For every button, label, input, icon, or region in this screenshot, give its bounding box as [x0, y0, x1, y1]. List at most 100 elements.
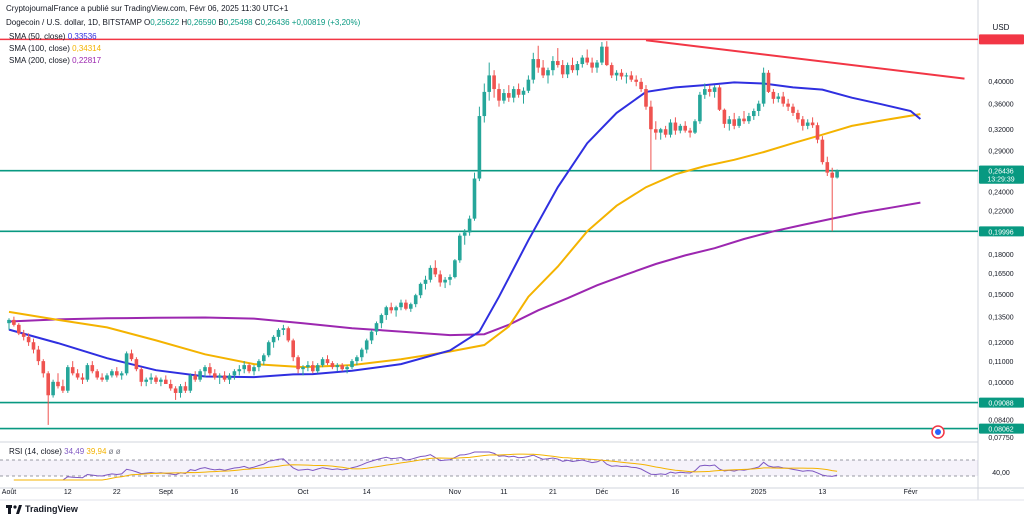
candle-body [360, 349, 364, 358]
y-tick-label: 0,22000 [988, 209, 1013, 216]
high-value: 0,26590 [187, 18, 217, 27]
x-tick-label: Oct [298, 489, 309, 496]
candle-body [51, 381, 55, 396]
candle-body [208, 367, 212, 374]
open-value: 0,25622 [150, 18, 180, 27]
candle-body [703, 89, 707, 95]
candle-body [585, 57, 589, 63]
sma50-label: SMA (50, close) [9, 32, 66, 41]
x-tick-label: 16 [231, 489, 239, 496]
candle-body [56, 381, 60, 387]
rsi-legend[interactable]: RSI (14, close) 34,49 39,94 ø ø [9, 447, 121, 456]
x-tick-label: Févr [904, 489, 919, 496]
candle-body [164, 379, 168, 385]
candle-body [85, 365, 90, 380]
sma50-legend[interactable]: SMA (50, close) 0,33536 [9, 32, 97, 41]
x-tick-label: Sept [159, 489, 173, 496]
candle-body [458, 235, 462, 261]
x-tick-label: 11 [500, 489, 507, 496]
sma200-line [8, 201, 921, 337]
x-tick-label: 12 [64, 489, 72, 496]
candle-body [521, 90, 526, 95]
x-tick-label: Août [2, 489, 16, 496]
candle-body [178, 386, 183, 393]
candle-body [654, 129, 658, 133]
candle-body [825, 162, 830, 173]
candle-body [36, 349, 41, 362]
candle-body [350, 361, 354, 368]
candle-body [668, 122, 673, 135]
y-tick-label: 0,07750 [988, 435, 1013, 442]
candle-body [66, 367, 70, 391]
candle-body [242, 365, 246, 370]
tradingview-brand[interactable]: TradingView [6, 504, 78, 515]
y-tick-label: 0,08400 [988, 418, 1013, 425]
candle-body [75, 373, 80, 378]
candle-body [766, 72, 771, 92]
candle-body [296, 357, 300, 370]
tradingview-label: TradingView [25, 504, 78, 514]
candle-body [46, 373, 50, 396]
candle-body [315, 365, 320, 372]
rsi-value: 34,49 [64, 447, 85, 456]
x-tick-label: 14 [363, 489, 371, 496]
candle-body [546, 70, 550, 76]
y-tick-label: 0,18000 [988, 252, 1013, 259]
candle-body [134, 359, 139, 370]
publisher-line: CryptojournalFrance a publié sur Trading… [6, 4, 289, 13]
candles-group [7, 41, 839, 425]
candle-body [301, 367, 305, 370]
candle-body [472, 178, 477, 219]
candle-body [379, 315, 384, 324]
price-label-text: 0,09088 [988, 401, 1013, 408]
y-tick-label: 0,15000 [988, 292, 1013, 299]
rsi-label: RSI (14, close) [9, 447, 62, 456]
candle-body [644, 89, 648, 107]
sma100-legend[interactable]: SMA (100, close) 0,34314 [9, 44, 101, 53]
candle-body [477, 116, 482, 179]
candle-body [810, 122, 815, 126]
candle-body [124, 353, 129, 374]
candle-body [570, 65, 575, 71]
candle-body [624, 75, 629, 77]
candle-body [21, 333, 26, 337]
rsi-line [13, 451, 838, 481]
candle-body [168, 384, 173, 389]
candle-body [663, 129, 668, 135]
candle-body [110, 371, 114, 376]
candle-body [600, 46, 604, 63]
sma200-legend[interactable]: SMA (200, close) 0,22817 [9, 56, 101, 65]
candle-body [217, 375, 222, 378]
candle-body [516, 89, 521, 95]
candle-body [482, 91, 487, 117]
candle-body [70, 367, 75, 374]
candle-body [119, 373, 124, 376]
price-label-text: 0,08062 [988, 427, 1013, 434]
candle-body [698, 94, 702, 122]
candle-body [340, 365, 344, 370]
candle-body [384, 307, 389, 316]
candle-body [12, 319, 16, 325]
candle-body [7, 319, 11, 324]
candle-body [492, 75, 496, 90]
rsi-ma-value: 39,94 [86, 447, 107, 456]
candle-body [497, 89, 501, 101]
candle-body [820, 139, 825, 163]
candle-body [188, 375, 193, 391]
candle-body [634, 79, 638, 82]
candle-body [707, 89, 712, 92]
candle-body [712, 87, 717, 92]
candle-body [801, 119, 805, 126]
candle-body [80, 377, 85, 380]
candle-body [222, 375, 227, 380]
candle-body [727, 119, 732, 124]
candle-body [271, 336, 276, 343]
candle-body [237, 369, 242, 372]
y-tick-label: 0,29000 [988, 149, 1013, 156]
candle-body [502, 93, 506, 101]
candle-body [732, 119, 736, 126]
candle-body [438, 274, 442, 283]
candle-body [453, 260, 457, 278]
candle-body [335, 365, 340, 368]
